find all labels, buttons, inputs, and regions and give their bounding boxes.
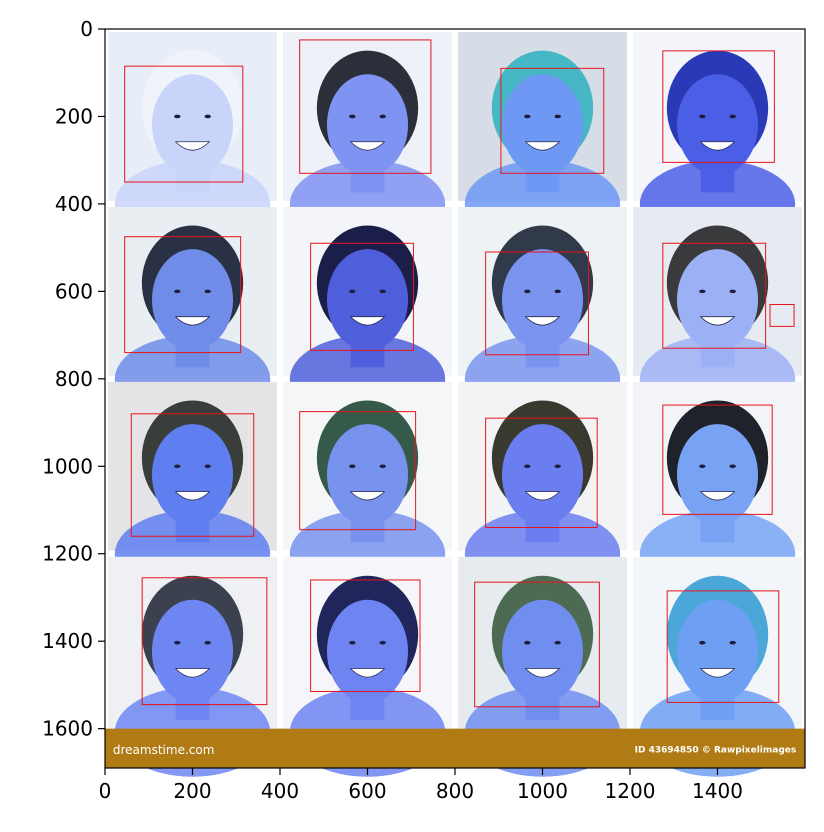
x-tick-label: 0 xyxy=(99,779,112,803)
face-box xyxy=(124,65,244,183)
face-box xyxy=(141,577,268,706)
y-tick-label: 800 xyxy=(55,367,93,391)
y-tick-label: 0 xyxy=(80,17,93,41)
face-box xyxy=(130,413,255,537)
watermark-id: ID 43694850 © Rawpixelimages xyxy=(635,745,797,755)
face-box xyxy=(310,242,414,351)
y-tick-label: 1200 xyxy=(42,542,93,566)
watermark-logo: dreamstime.com xyxy=(113,743,215,757)
face-box xyxy=(662,242,767,349)
x-axis: 0 200 400 600 800 1000 1200 1400 xyxy=(99,768,743,803)
face-box xyxy=(310,579,421,692)
face-box xyxy=(500,67,605,174)
face-box xyxy=(662,50,775,163)
face-tile xyxy=(458,556,627,777)
image-content: dreamstime.com ID 43694850 © Rawpixelimag… xyxy=(105,29,805,777)
x-tick-label: 600 xyxy=(348,779,386,803)
y-tick-label: 1000 xyxy=(42,454,93,478)
x-tick-label: 1400 xyxy=(692,779,743,803)
plot-area: dreamstime.com ID 43694850 © Rawpixelimag… xyxy=(105,29,805,777)
face-box xyxy=(299,411,417,531)
x-tick-label: 800 xyxy=(436,779,474,803)
x-tick-label: 1000 xyxy=(517,779,568,803)
x-tick-label: 200 xyxy=(173,779,211,803)
y-tick-label: 600 xyxy=(55,279,93,303)
x-tick-label: 1200 xyxy=(605,779,656,803)
face-tile xyxy=(108,32,277,249)
y-tick-label: 200 xyxy=(55,104,93,128)
face-box xyxy=(299,39,432,174)
x-tick-label: 400 xyxy=(261,779,299,803)
y-tick-label: 400 xyxy=(55,192,93,216)
face-box xyxy=(474,581,600,708)
face-box xyxy=(124,236,242,354)
detection-boxes xyxy=(124,39,795,708)
watermark-footer: dreamstime.com ID 43694850 © Rawpixelimag… xyxy=(105,728,805,768)
face-box xyxy=(485,251,589,356)
face-box xyxy=(485,417,598,528)
face-tile xyxy=(283,381,452,598)
face-box xyxy=(662,404,773,515)
face-box xyxy=(666,590,780,703)
y-axis: 0 200 400 600 800 1000 1200 1400 1600 xyxy=(42,17,105,741)
y-tick-label: 1600 xyxy=(42,717,93,741)
face-tile xyxy=(633,381,802,598)
face-box xyxy=(769,303,795,327)
y-tick-label: 1400 xyxy=(42,629,93,653)
face-tile xyxy=(108,206,277,424)
